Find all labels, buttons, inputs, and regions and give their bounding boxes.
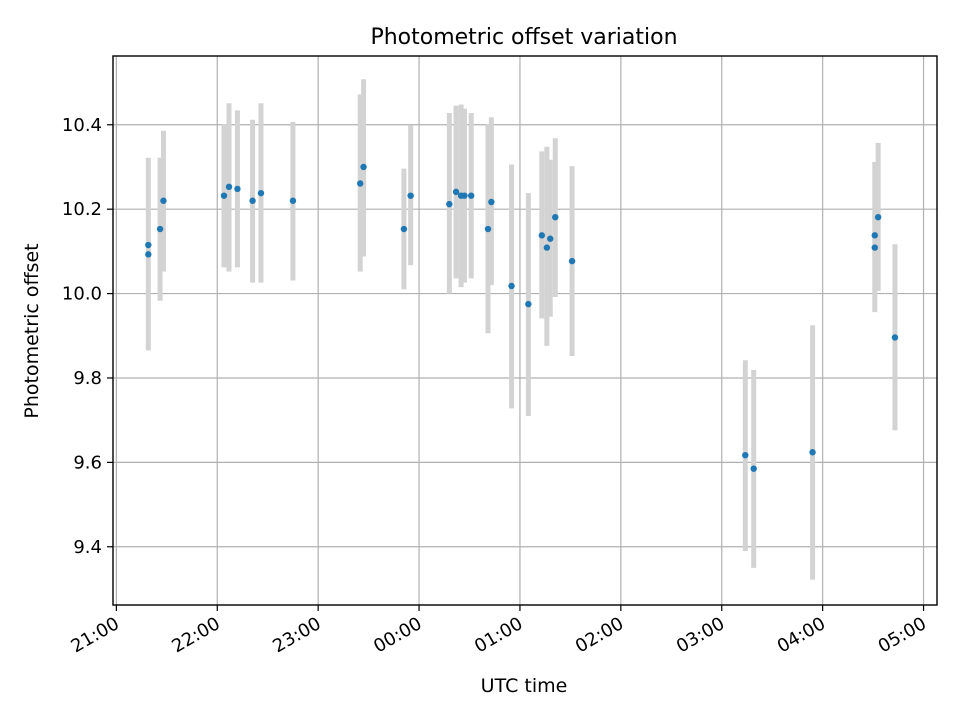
data-point <box>488 198 495 206</box>
chart-title: Photometric offset variation <box>370 25 677 50</box>
data-point <box>809 449 816 456</box>
data-point <box>234 185 241 193</box>
data-point <box>357 180 364 187</box>
data-point <box>874 213 882 221</box>
data-point <box>742 451 749 459</box>
data-point <box>452 188 460 196</box>
y-tick-label: 9.4 <box>73 537 102 558</box>
data-point <box>467 192 475 199</box>
data-point <box>225 183 233 191</box>
data-point <box>891 334 899 341</box>
x-axis-label: UTC time <box>481 675 568 697</box>
data-points <box>145 163 899 472</box>
data-point <box>547 235 554 242</box>
x-tick-label: 02:00 <box>572 613 627 657</box>
data-point <box>156 225 164 233</box>
y-tick-label: 9.6 <box>73 452 102 473</box>
y-axis-label: Photometric offset <box>21 243 43 418</box>
y-tick-label: 10.2 <box>62 199 102 220</box>
x-tick-label: 05:00 <box>875 613 930 657</box>
x-tick-label: 00:00 <box>370 613 425 657</box>
data-point <box>400 225 408 233</box>
data-point <box>289 197 297 204</box>
plot-frame <box>112 55 938 606</box>
x-tick-label: 21:00 <box>67 613 122 657</box>
data-point <box>257 189 265 197</box>
data-point <box>568 257 576 265</box>
data-point <box>525 300 532 308</box>
data-point <box>552 213 559 221</box>
data-point <box>446 200 453 208</box>
data-point <box>543 244 551 251</box>
y-axis-ticks: 9.4 9.6 9.8 10.0 10.2 10.4 <box>62 115 113 558</box>
data-point <box>461 192 468 199</box>
data-point <box>360 163 367 171</box>
data-point <box>538 232 546 239</box>
grid-lines <box>113 56 937 605</box>
data-point <box>145 251 152 258</box>
y-tick-label: 10.0 <box>62 284 102 305</box>
data-point <box>871 232 878 239</box>
x-tick-label: 22:00 <box>168 613 223 657</box>
x-tick-label: 04:00 <box>774 613 829 657</box>
data-point <box>407 192 414 199</box>
data-point <box>484 225 492 233</box>
x-tick-label: 23:00 <box>269 613 324 657</box>
data-point <box>508 282 515 290</box>
x-axis-ticks: 21:00 22:00 23:00 00:00 01:00 02:00 03:00 04:00… <box>67 605 930 657</box>
data-point <box>145 241 152 249</box>
x-tick-label: 03:00 <box>673 613 728 657</box>
data-point <box>871 244 878 251</box>
data-point <box>220 192 228 199</box>
data-point <box>160 197 167 204</box>
data-point <box>750 465 757 472</box>
y-tick-label: 9.8 <box>73 368 102 389</box>
y-tick-label: 10.4 <box>62 115 102 136</box>
x-tick-label: 01:00 <box>471 613 526 657</box>
error-bars <box>145 79 898 580</box>
data-point <box>249 197 256 204</box>
